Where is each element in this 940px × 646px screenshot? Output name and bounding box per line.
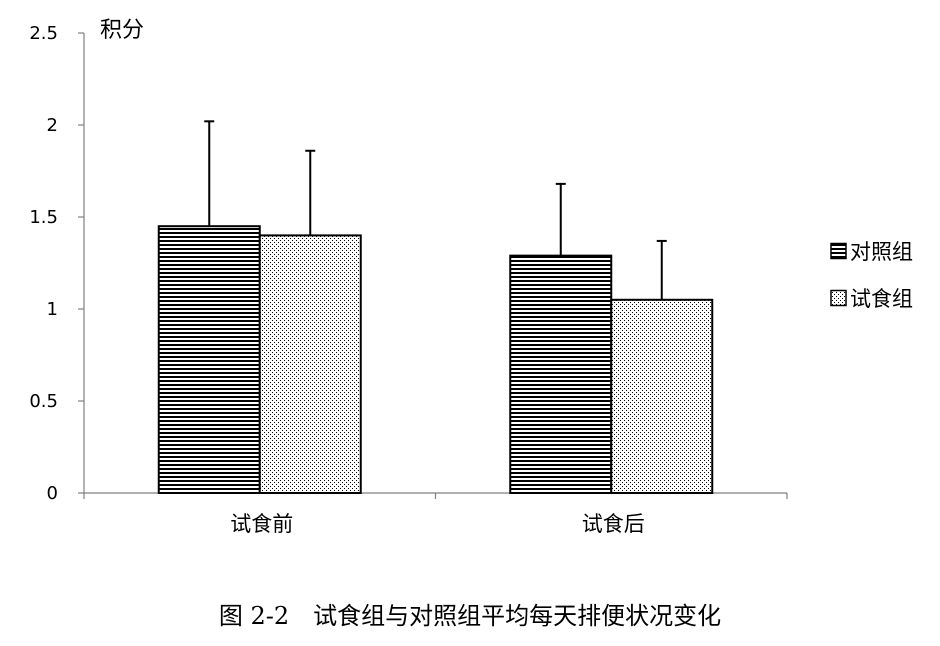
- bar: [258, 234, 362, 494]
- y-tick-label: 2: [47, 115, 58, 136]
- bar: [610, 298, 714, 494]
- y-tick-label: 1.5: [29, 207, 58, 228]
- axes: 0 0.5 1 1.5 2 2.5 试食前 试食后: [29, 23, 788, 536]
- y-tick-label: 2.5: [29, 23, 58, 44]
- legend-swatch: [830, 242, 847, 260]
- bar: [157, 225, 261, 494]
- figure-caption: 图 2-2 试食组与对照组平均每天排便状况变化: [218, 602, 722, 630]
- y-axis-label: 积分: [100, 18, 144, 43]
- legend-label: 对照组: [850, 240, 913, 264]
- y-tick-label: 1: [47, 299, 58, 320]
- legend-swatch: [830, 289, 847, 307]
- bar: [509, 254, 613, 494]
- x-tick-label: 试食后: [582, 512, 645, 536]
- y-tick-label: 0.5: [29, 391, 58, 412]
- bars: [157, 120, 714, 494]
- legend-label: 试食组: [850, 287, 913, 311]
- y-tick-label: 0: [47, 483, 58, 504]
- x-tick-label: 试食前: [230, 512, 293, 536]
